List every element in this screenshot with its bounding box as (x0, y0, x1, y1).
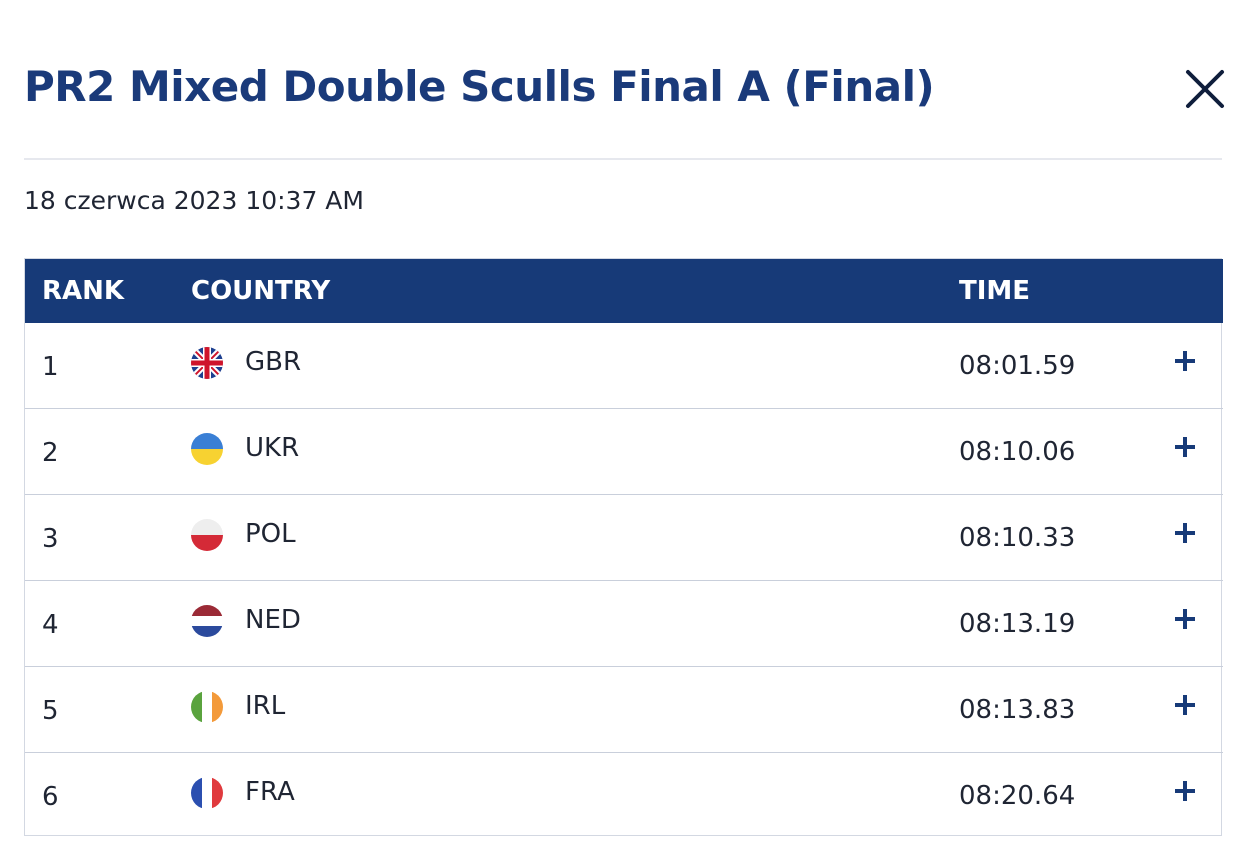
pol-flag-icon (191, 519, 223, 551)
column-header-time: TIME (959, 276, 1031, 306)
rank-cell: 3 (42, 524, 59, 554)
country-code: POL (245, 519, 296, 549)
expand-row-button[interactable] (1171, 691, 1199, 719)
time-cell: 08:13.19 (959, 609, 1076, 639)
country-code: UKR (245, 433, 300, 463)
race-datetime: 18 czerwca 2023 10:37 AM (24, 186, 364, 215)
expand-row-button[interactable] (1171, 433, 1199, 461)
fra-flag-icon (191, 777, 223, 809)
plus-icon[interactable] (1171, 691, 1199, 719)
table-row[interactable]: 6 FRA 08:20.64 (25, 753, 1223, 839)
page-title: PR2 Mixed Double Sculls Final A (Final) (24, 62, 935, 111)
expand-row-button[interactable] (1171, 347, 1199, 375)
country-code: IRL (245, 691, 286, 721)
time-cell: 08:10.06 (959, 437, 1076, 467)
expand-row-button[interactable] (1171, 519, 1199, 547)
time-cell: 08:13.83 (959, 695, 1076, 725)
close-button[interactable] (1182, 66, 1228, 112)
plus-icon[interactable] (1171, 519, 1199, 547)
table-row[interactable]: 4 NED 08:13.19 (25, 581, 1223, 667)
time-cell: 08:01.59 (959, 351, 1076, 381)
column-header-rank: RANK (42, 276, 125, 306)
table-row[interactable]: 5 IRL 08:13.83 (25, 667, 1223, 753)
plus-icon[interactable] (1171, 347, 1199, 375)
results-table: RANK COUNTRY TIME 1 GBR (24, 258, 1223, 839)
column-header-country: COUNTRY (191, 276, 331, 306)
plus-icon[interactable] (1171, 605, 1199, 633)
country-code: GBR (245, 347, 302, 377)
time-cell: 08:10.33 (959, 523, 1076, 553)
expand-row-button[interactable] (1171, 605, 1199, 633)
table-row[interactable]: 2 UKR 08:10.06 (25, 409, 1223, 495)
rank-cell: 4 (42, 610, 59, 640)
close-icon[interactable] (1182, 66, 1228, 112)
table-row[interactable]: 3 POL 08:10.33 (25, 495, 1223, 581)
table-header: RANK COUNTRY TIME (25, 259, 1223, 323)
rank-cell: 5 (42, 696, 59, 726)
time-cell: 08:20.64 (959, 781, 1076, 811)
country-code: FRA (245, 777, 295, 807)
rank-cell: 6 (42, 782, 59, 812)
gbr-flag-icon (191, 347, 223, 379)
country-code: NED (245, 605, 301, 635)
ned-flag-icon (191, 605, 223, 637)
irl-flag-icon (191, 691, 223, 723)
rank-cell: 2 (42, 438, 59, 468)
table-row[interactable]: 1 GBR 08:01.59 (25, 323, 1223, 409)
ukr-flag-icon (191, 433, 223, 465)
expand-row-button[interactable] (1171, 777, 1199, 805)
rank-cell: 1 (42, 352, 59, 382)
plus-icon[interactable] (1171, 433, 1199, 461)
plus-icon[interactable] (1171, 777, 1199, 805)
panel-header: PR2 Mixed Double Sculls Final A (Final) (24, 56, 1224, 126)
header-divider (24, 158, 1222, 160)
